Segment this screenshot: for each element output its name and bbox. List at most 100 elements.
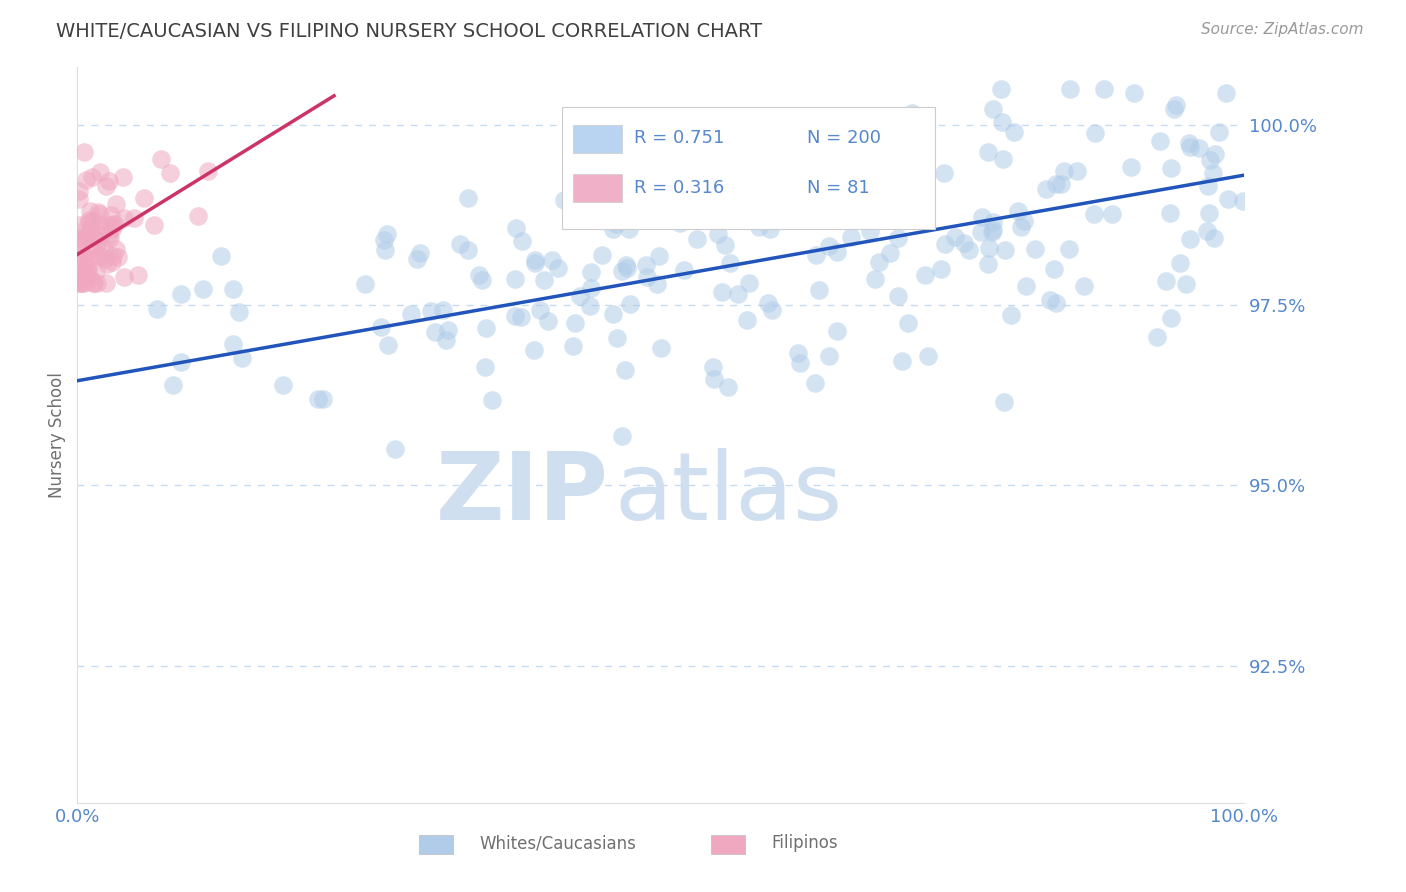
Point	[354, 277, 377, 292]
Point	[87, 205, 110, 219]
Point	[82, 219, 104, 233]
Point	[67, 254, 90, 268]
Point	[994, 244, 1017, 258]
Point	[865, 272, 887, 286]
Point	[993, 395, 1015, 409]
Point	[112, 211, 135, 226]
Point	[374, 243, 396, 257]
Point	[970, 210, 993, 224]
Point	[537, 314, 560, 328]
Point	[1178, 140, 1201, 154]
Point	[1202, 231, 1225, 245]
Point	[1160, 310, 1182, 325]
Point	[89, 165, 111, 179]
Point	[702, 360, 724, 375]
Point	[581, 281, 603, 295]
Point	[934, 166, 956, 180]
Point	[991, 115, 1014, 129]
Text: Source: ZipAtlas.com: Source: ZipAtlas.com	[1201, 22, 1364, 37]
Point	[1012, 214, 1035, 228]
Point	[481, 392, 503, 407]
Point	[789, 356, 811, 370]
Point	[817, 239, 839, 253]
Point	[887, 155, 910, 169]
Point	[846, 128, 869, 142]
Point	[73, 145, 96, 159]
Point	[111, 169, 134, 184]
Point	[66, 272, 89, 286]
Point	[1204, 147, 1226, 161]
Text: N = 81: N = 81	[807, 178, 869, 196]
Point	[547, 260, 569, 275]
Point	[98, 231, 121, 245]
Point	[510, 234, 533, 248]
Point	[77, 262, 100, 277]
Point	[94, 277, 117, 291]
Point	[271, 378, 294, 392]
Point	[98, 218, 121, 232]
Point	[77, 229, 100, 244]
Text: WHITE/CAUCASIAN VS FILIPINO NURSERY SCHOOL CORRELATION CHART: WHITE/CAUCASIAN VS FILIPINO NURSERY SCHO…	[56, 22, 762, 41]
Point	[423, 325, 446, 339]
Point	[474, 360, 496, 375]
Point	[1197, 178, 1219, 193]
Point	[89, 248, 111, 262]
Point	[69, 277, 91, 291]
Point	[73, 277, 96, 291]
Point	[905, 114, 928, 128]
Point	[977, 145, 1000, 160]
Point	[75, 267, 97, 281]
Point	[648, 249, 671, 263]
Point	[1122, 86, 1144, 100]
Point	[990, 81, 1012, 95]
Point	[72, 231, 94, 245]
Point	[1180, 232, 1202, 246]
Point	[1010, 220, 1032, 235]
Point	[384, 442, 406, 456]
Point	[981, 215, 1004, 229]
Point	[1146, 329, 1168, 343]
Point	[370, 320, 392, 334]
Point	[1216, 192, 1239, 206]
Point	[738, 277, 761, 291]
Point	[97, 174, 120, 188]
Point	[505, 221, 527, 235]
Point	[912, 181, 935, 195]
Point	[1045, 296, 1067, 310]
Point	[1198, 206, 1220, 220]
Point	[87, 249, 110, 263]
Point	[825, 324, 848, 338]
Point	[93, 241, 115, 255]
Point	[952, 236, 974, 251]
Point	[706, 197, 728, 211]
Point	[231, 351, 253, 366]
Point	[434, 333, 457, 347]
Point	[970, 226, 993, 240]
Point	[401, 307, 423, 321]
Point	[1053, 164, 1076, 178]
Point	[912, 194, 935, 208]
Point	[891, 354, 914, 368]
Point	[780, 155, 803, 169]
Point	[887, 231, 910, 245]
Point	[901, 106, 924, 120]
Point	[529, 302, 551, 317]
Point	[105, 243, 128, 257]
Point	[409, 246, 432, 260]
Point	[759, 222, 782, 236]
Point	[650, 341, 672, 355]
Point	[614, 362, 637, 376]
Point	[159, 166, 181, 180]
Text: R = 0.751: R = 0.751	[634, 129, 724, 147]
Point	[375, 227, 398, 241]
Point	[717, 167, 740, 181]
Point	[761, 302, 783, 317]
Point	[67, 237, 90, 252]
Point	[1202, 165, 1225, 179]
Point	[977, 257, 1000, 271]
Point	[228, 305, 250, 319]
Point	[107, 250, 129, 264]
Point	[1059, 81, 1081, 95]
Point	[703, 372, 725, 386]
Point	[83, 277, 105, 291]
